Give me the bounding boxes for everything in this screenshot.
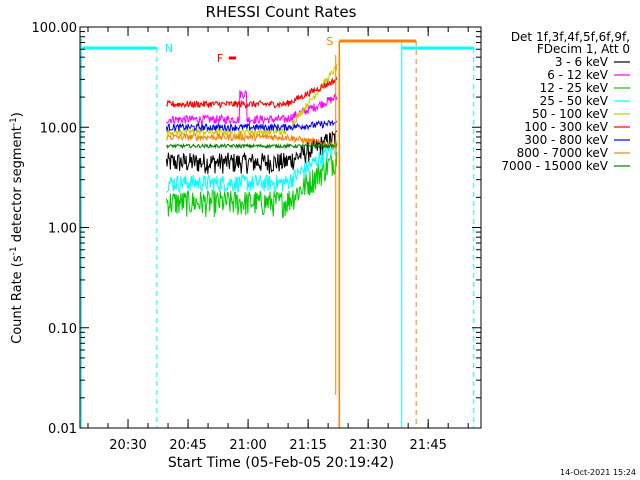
- x-tick-label: 21:30: [349, 438, 386, 453]
- legend-header-1: Det 1f,3f,4f,5f,6f,9f,: [511, 30, 630, 44]
- legend-header-2: FDecim 1, Att 0: [537, 42, 630, 56]
- legend-label-1: 6 - 12 keV: [547, 68, 609, 82]
- y-axis-label: Count Rate (s-1 detector segment-1): [9, 112, 25, 344]
- legend-label-2: 12 - 25 keV: [540, 81, 609, 95]
- series-line-8: [165, 142, 338, 150]
- y-axis: 0.01 0.10 1.00 10.00 100.00: [32, 21, 481, 437]
- legend-label-5: 100 - 300 keV: [524, 120, 608, 134]
- x-axis: 20:30 20:45 21:00 21:15 21:30 21:45: [87, 27, 469, 453]
- annotation-layer: N F S: [80, 35, 475, 428]
- y-axis-label-mid: detector segment: [10, 126, 25, 246]
- series-layer: [165, 63, 338, 219]
- series-line-1: [166, 89, 338, 126]
- legend-label-8: 7000 - 15000 keV: [501, 159, 608, 173]
- x-tick-label: 20:30: [109, 438, 146, 453]
- legend-label-4: 50 - 100 keV: [532, 107, 609, 121]
- legend-label-3: 25 - 50 keV: [540, 94, 609, 108]
- x-tick-label: 21:00: [229, 438, 266, 453]
- chart-title: RHESSI Count Rates: [206, 3, 357, 21]
- series-line-5: [166, 76, 338, 110]
- y-axis-label-end: ): [10, 112, 25, 117]
- legend-label-0: 3 - 6 keV: [555, 55, 609, 69]
- flare-label: F: [217, 52, 223, 65]
- y-axis-label-sup1: -1: [9, 246, 19, 255]
- series-line-6: [165, 119, 338, 133]
- timestamp: 14-Oct-2021 15:24: [560, 468, 636, 477]
- series-line-2: [165, 151, 338, 219]
- x-tick-label: 21:45: [409, 438, 446, 453]
- y-tick-label: 1.00: [48, 222, 77, 237]
- saa-label: S: [326, 35, 333, 48]
- y-tick-label: 0.01: [48, 422, 77, 437]
- legend-label-7: 800 - 7000 keV: [517, 146, 609, 160]
- y-axis-label-sup2: -1: [9, 117, 19, 126]
- series-line-4: [165, 63, 338, 137]
- plot-frame: [79, 26, 482, 429]
- series-line-7: [166, 132, 338, 150]
- legend-label-6: 300 - 800 keV: [524, 133, 608, 147]
- y-tick-label: 10.00: [40, 121, 77, 136]
- x-tick-label: 21:15: [289, 438, 326, 453]
- y-axis-label-main: Count Rate (s: [10, 255, 25, 344]
- y-tick-label: 0.10: [48, 322, 77, 337]
- x-tick-label: 20:45: [169, 438, 206, 453]
- x-axis-label: Start Time (05-Feb-05 20:19:42): [168, 455, 394, 471]
- y-tick-label: 100.00: [32, 21, 78, 36]
- legend: Det 1f,3f,4f,5f,6f,9f, FDecim 1, Att 0 3…: [501, 30, 630, 173]
- series-line-0: [165, 130, 338, 174]
- series-line-3: [166, 140, 338, 194]
- night-label: N: [165, 42, 173, 55]
